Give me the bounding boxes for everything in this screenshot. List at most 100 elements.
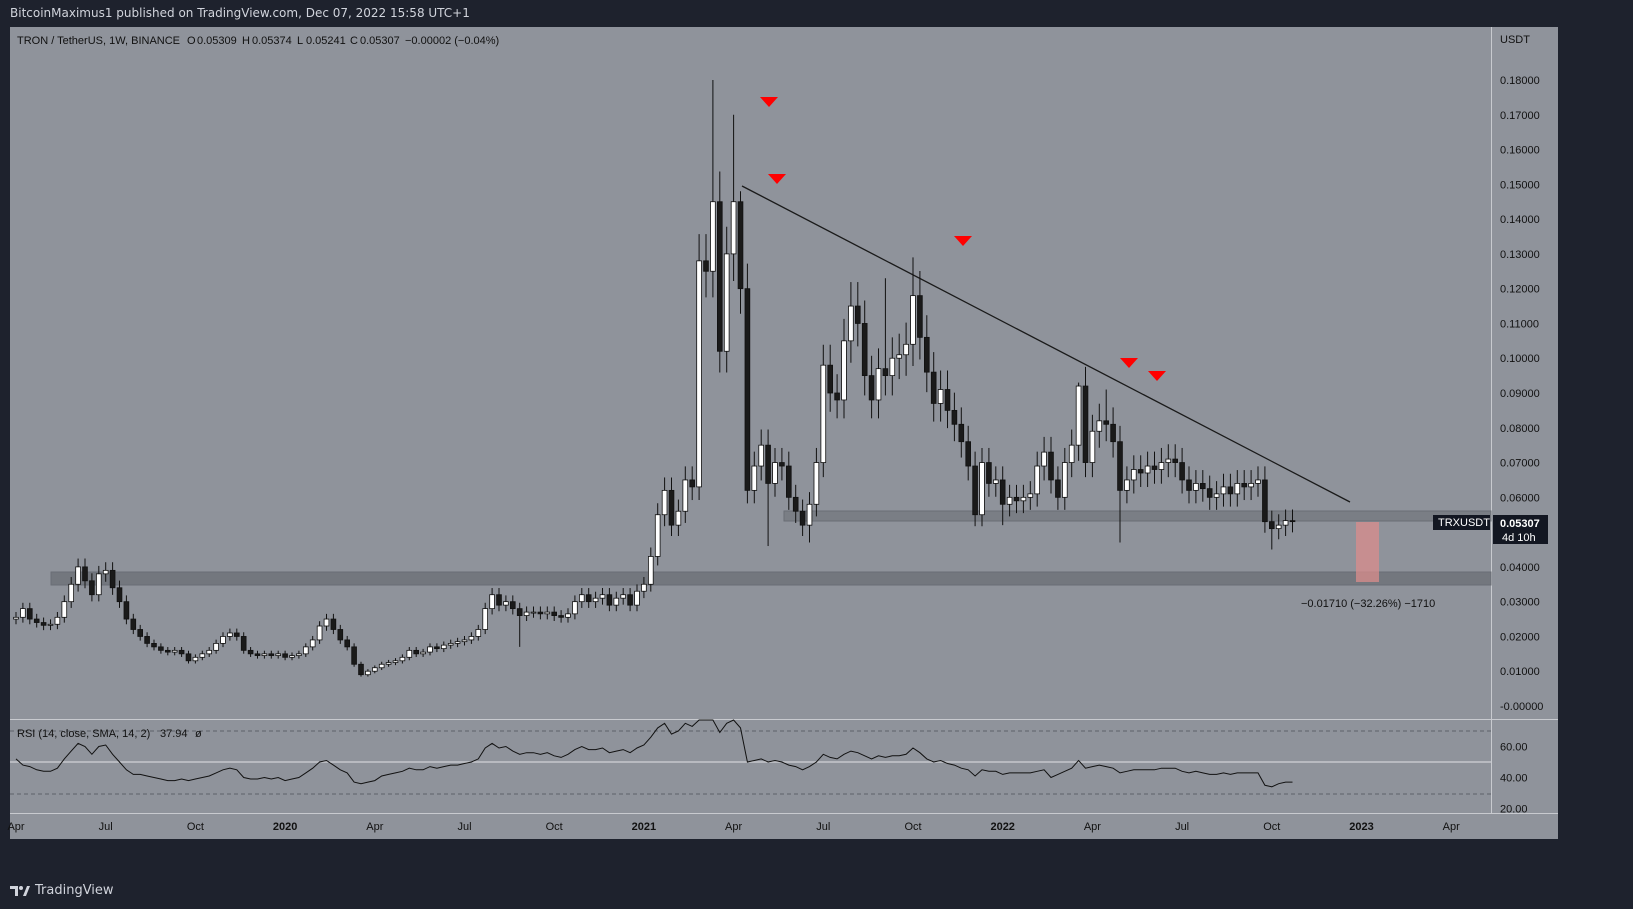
candle-body[interactable] [130,618,137,630]
price-pane[interactable] [10,27,1558,720]
candle-body[interactable] [406,649,413,658]
candle-body[interactable] [930,371,937,404]
candle-body[interactable] [620,594,626,599]
candle-body[interactable] [999,479,1006,505]
candle-body[interactable] [82,566,88,582]
candle-body[interactable] [13,616,19,620]
candle-body[interactable] [772,462,778,484]
candle-body[interactable] [247,649,254,655]
candle-body[interactable] [1075,385,1082,446]
candle-body[interactable] [509,601,516,610]
candle-body[interactable] [61,601,68,618]
candle-body[interactable] [1200,483,1206,490]
candle-body[interactable] [744,288,751,491]
candle-body[interactable] [737,201,744,290]
candle-body[interactable] [1117,441,1123,491]
candle-body[interactable] [337,629,344,641]
candle-body[interactable] [806,503,813,526]
candle-body[interactable] [1262,479,1268,523]
candle-body[interactable] [965,441,971,467]
candle-body[interactable] [924,336,930,373]
candle-body[interactable] [792,496,799,512]
candle-body[interactable] [1213,493,1220,498]
candle-body[interactable] [392,660,399,663]
candle-body[interactable] [523,611,530,616]
candle-body[interactable] [89,580,95,596]
candle-body[interactable] [240,636,247,651]
candle-body[interactable] [420,651,426,655]
candle-body[interactable] [171,649,178,653]
candle-body[interactable] [627,594,633,606]
candle-body[interactable] [482,608,488,630]
candle-body[interactable] [468,636,475,641]
candle-body[interactable] [1034,465,1041,495]
candle-body[interactable] [344,639,350,648]
candle-body[interactable] [903,343,909,356]
candle-body[interactable] [613,597,620,606]
candle-body[interactable] [427,646,433,653]
candle-body[interactable] [1068,444,1075,463]
candle-body[interactable] [661,489,668,516]
candle-body[interactable] [151,643,157,648]
tradingview-logo[interactable]: TradingView [10,883,114,898]
candle-body[interactable] [1048,451,1054,481]
candle-body[interactable] [461,639,468,643]
candle-body[interactable] [572,601,578,615]
candle-body[interactable] [820,364,827,463]
candle-body[interactable] [26,608,33,620]
candle-body[interactable] [164,649,171,653]
candle-body[interactable] [848,305,854,342]
candle-body[interactable] [378,663,385,669]
candle-body[interactable] [503,601,509,606]
candle-body[interactable] [323,618,330,627]
candle-body[interactable] [516,608,523,616]
candle-body[interactable] [1220,486,1227,495]
candle-body[interactable] [917,295,923,338]
candle-body[interactable] [54,616,61,625]
candle-body[interactable] [413,649,419,655]
candle-body[interactable] [1124,479,1130,491]
candle-body[interactable] [1096,420,1103,432]
rsi-pane[interactable] [10,720,1558,813]
candle-body[interactable] [551,611,557,616]
candle-body[interactable] [958,423,965,443]
candle-body[interactable] [972,465,978,516]
candle-body[interactable] [537,611,544,615]
candle-body[interactable] [675,510,682,526]
candle-body[interactable] [1186,479,1192,491]
candle-body[interactable] [47,623,54,626]
candle-body[interactable] [358,663,364,676]
candle-body[interactable] [199,653,206,658]
candle-body[interactable] [696,260,702,488]
candle-body[interactable] [882,368,889,377]
candle-body[interactable] [1269,521,1275,530]
candle-body[interactable] [434,646,440,650]
candle-body[interactable] [585,594,592,603]
candle-body[interactable] [937,389,944,404]
candle-body[interactable] [565,613,571,618]
candle-body[interactable] [1062,462,1068,498]
candle-body[interactable] [1206,488,1213,498]
chart-canvas[interactable]: 0.18000 0.17000 0.16000 0.15000 0.14000 0.130… [0,27,1633,874]
candle-body[interactable] [296,653,302,656]
candle-body[interactable] [730,201,737,255]
candle-body[interactable] [192,656,199,662]
candle-body[interactable] [634,590,640,606]
candle-body[interactable] [827,364,833,394]
candle-body[interactable] [1144,465,1151,474]
candle-body[interactable] [123,601,130,620]
candle-body[interactable] [454,641,461,644]
candle-body[interactable] [330,618,337,630]
candle-body[interactable] [302,646,309,655]
candle-body[interactable] [558,615,564,618]
candle-body[interactable] [1158,462,1165,470]
candle-body[interactable] [544,611,551,615]
candle-body[interactable] [579,594,585,603]
candle-body[interactable] [1041,451,1047,467]
candle-body[interactable] [351,646,357,665]
candle-body[interactable] [779,462,785,467]
candle-body[interactable] [1234,483,1241,495]
candle-body[interactable] [841,340,847,401]
candle-body[interactable] [1103,420,1110,425]
candle-body[interactable] [799,510,806,526]
